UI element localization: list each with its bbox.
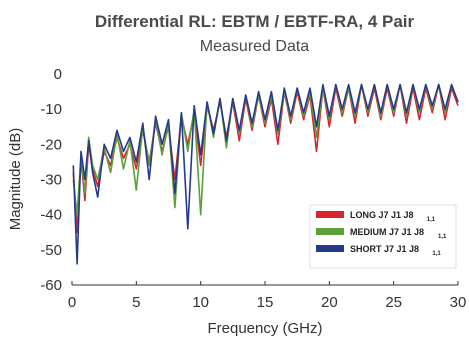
x-axis-label: Frequency (GHz) [207, 320, 322, 337]
y-tick-label: -40 [40, 207, 62, 224]
x-tick-label: 10 [192, 294, 209, 311]
y-tick-label: -60 [40, 277, 62, 294]
x-ticks: 0 5 10 15 20 25 30 [68, 281, 467, 311]
chart-subtitle: Measured Data [199, 38, 310, 55]
legend-label: MEDIUM J7 J1 J8 [350, 227, 424, 237]
legend-swatch [316, 228, 344, 235]
x-tick-label: 25 [385, 294, 402, 311]
y-ticks: 0 -10 -20 -30 -40 -50 -60 [40, 66, 62, 294]
y-tick-label: -50 [40, 242, 62, 259]
legend-label: SHORT J7 J1 J8 [350, 244, 419, 254]
legend-subscript: 1,1 [438, 234, 447, 240]
legend-swatch [316, 245, 344, 252]
x-tick-label: 30 [450, 294, 467, 311]
legend-swatch [316, 211, 344, 218]
y-tick-label: -20 [40, 136, 62, 153]
x-tick-label: 15 [257, 294, 274, 311]
y-tick-label: -10 [40, 101, 62, 118]
x-tick-label: 20 [321, 294, 338, 311]
legend-subscript: 1,1 [432, 251, 441, 257]
series-line-1 [72, 83, 459, 216]
plot-area [72, 83, 459, 265]
chart-title: Differential RL: EBTM / EBTF-RA, 4 Pair [94, 12, 415, 31]
legend-subscript: 1,1 [427, 217, 436, 223]
y-axis-label: Magnitude (dB) [7, 128, 24, 231]
x-tick-label: 5 [132, 294, 140, 311]
y-tick-label: -30 [40, 172, 62, 189]
series-line-2 [72, 83, 459, 265]
x-tick-label: 0 [68, 294, 76, 311]
legend-label: LONG J7 J1 J8 [350, 210, 414, 220]
y-tick-label: 0 [54, 66, 62, 83]
